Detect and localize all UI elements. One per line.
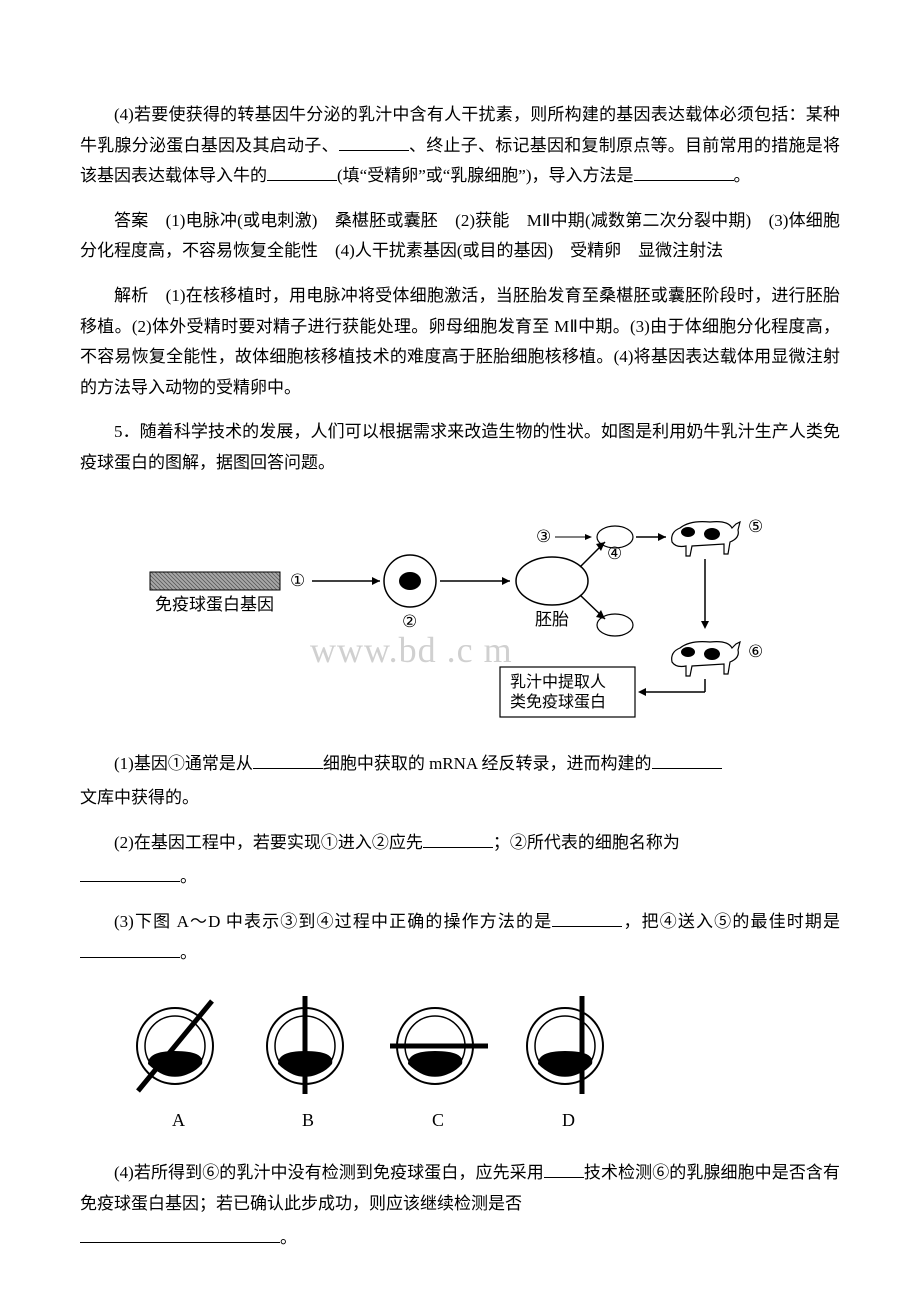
fig2-d-label: D [562, 1110, 575, 1130]
circled-4: ④ [607, 544, 622, 563]
q4-part4-text-c: (填“受精卵”或“乳腺细胞”)，导入方法是 [337, 166, 634, 185]
q5-p4a: (4)若所得到⑥的乳汁中没有检测到免疫球蛋白，应先采用 [114, 1163, 544, 1182]
q5-p3b: ，把④送入⑤的最佳时期是 [622, 912, 840, 931]
blank [339, 133, 409, 151]
q4-part4-text-d: 。 [734, 166, 751, 185]
q4-part4: (4)若要使获得的转基因牛分泌的乳汁中含有人干扰素，则所构建的基因表达载体必须包… [80, 100, 840, 192]
blank [80, 940, 180, 958]
small-ellipse-bot [597, 614, 633, 636]
q5-p2c: 。 [180, 867, 197, 886]
blank [253, 751, 323, 769]
q5-p2a: (2)在基因工程中，若要实现①进入②应先 [114, 833, 423, 852]
q5-p2b: ；②所代表的细胞名称为 [493, 833, 680, 852]
figure-1-svg: www.bd .c m ① 免疫球蛋白基因 ② 胚胎 [80, 497, 780, 727]
fig2-c-label: C [432, 1110, 444, 1130]
q5-p3a: (3)下图 A～D 中表示③到④过程中正确的操作方法的是 [114, 912, 552, 931]
blank [423, 830, 493, 848]
explain-4: 解析 (1)在核移植时，用电脉冲将受体细胞激活，当胚胎发育至桑椹胚或囊胚阶段时，… [80, 281, 840, 403]
fig2-b [267, 996, 343, 1094]
q5-p1b: 细胞中获取的 mRNA 经反转录，进而构建的 [323, 754, 652, 773]
explain-4-text: 解析 (1)在核移植时，用电脉冲将受体细胞激活，当胚胎发育至桑椹胚或囊胚阶段时，… [80, 286, 840, 397]
fig2-b-label: B [302, 1110, 314, 1130]
circled-1: ① [290, 571, 305, 590]
fig2-d [527, 996, 603, 1094]
circled-3: ③ [536, 527, 551, 546]
blank [80, 864, 180, 882]
blank [552, 909, 622, 927]
circled-2: ② [402, 612, 417, 631]
q5-p4-cont: 。 [80, 1223, 840, 1254]
arrow-34-head [585, 534, 592, 540]
q5-intro-text: 5．随着科学技术的发展，人们可以根据需求来改造生物的性状。如图是利用奶牛乳汁生产… [80, 422, 840, 472]
arrow-cow-down-head [701, 621, 709, 629]
figure-2: A B C [80, 986, 840, 1136]
q5-p1a: (1)基因①通常是从 [114, 754, 253, 773]
watermark-text: www.bd .c m [310, 630, 513, 670]
cow-6 [672, 641, 740, 675]
blank [634, 163, 734, 181]
milk-label-1: 乳汁中提取人 [510, 673, 606, 691]
answer-4: 答案 (1)电脉冲(或电刺激) 桑椹胚或囊胚 (2)获能 MⅡ中期(减数第二次分… [80, 206, 840, 267]
q5-p2: (2)在基因工程中，若要实现①进入②应先 ；②所代表的细胞名称为 [80, 828, 840, 859]
blank [80, 1225, 280, 1243]
figure-1: www.bd .c m ① 免疫球蛋白基因 ② 胚胎 [80, 497, 840, 727]
arrow-cow6-left-head [638, 688, 646, 696]
q5-p3: (3)下图 A～D 中表示③到④过程中正确的操作方法的是 ，把④送入⑤的最佳时期是… [80, 907, 840, 968]
gene-rect [150, 572, 280, 590]
circled-6: ⑥ [748, 642, 763, 661]
circled-5: ⑤ [748, 517, 763, 536]
blank [544, 1160, 584, 1178]
q5-p3c: 。 [180, 943, 197, 962]
fig2-a [137, 1001, 213, 1091]
figure-2-svg: A B C [80, 986, 640, 1136]
milk-label-2: 类免疫球蛋白 [510, 693, 606, 711]
q5-p1c: 文库中获得的。 [80, 788, 199, 807]
arrow-2-head [502, 577, 510, 585]
fig2-a-label: A [172, 1110, 185, 1130]
arrow-4cow-head [658, 533, 666, 541]
document-page: (4)若要使获得的转基因牛分泌的乳汁中含有人干扰素，则所构建的基因表达载体必须包… [0, 0, 920, 1314]
arrow-1-head [372, 577, 380, 585]
fig2-c [390, 1008, 488, 1084]
embryo-ellipse [516, 557, 588, 605]
blank [652, 751, 722, 769]
q5-p1: (1)基因①通常是从 细胞中获取的 mRNA 经反转录，进而构建的 [80, 749, 840, 780]
q5-intro: 5．随着科学技术的发展，人们可以根据需求来改造生物的性状。如图是利用奶牛乳汁生产… [80, 417, 840, 478]
q5-p4: (4)若所得到⑥的乳汁中没有检测到免疫球蛋白，应先采用技术检测⑥的乳腺细胞中是否… [80, 1158, 840, 1219]
q5-p2-cont: 。 [80, 862, 840, 893]
gene-label: 免疫球蛋白基因 [155, 595, 274, 614]
cow-5 [672, 521, 740, 555]
answer-4-text: 答案 (1)电脉冲(或电刺激) 桑椹胚或囊胚 (2)获能 MⅡ中期(减数第二次分… [80, 211, 840, 261]
cell-nucleus [399, 572, 421, 590]
q5-p4c: 。 [280, 1228, 297, 1247]
q5-p1-cont: 文库中获得的。 [80, 783, 840, 814]
blank [267, 163, 337, 181]
embryo-label: 胚胎 [535, 610, 569, 629]
